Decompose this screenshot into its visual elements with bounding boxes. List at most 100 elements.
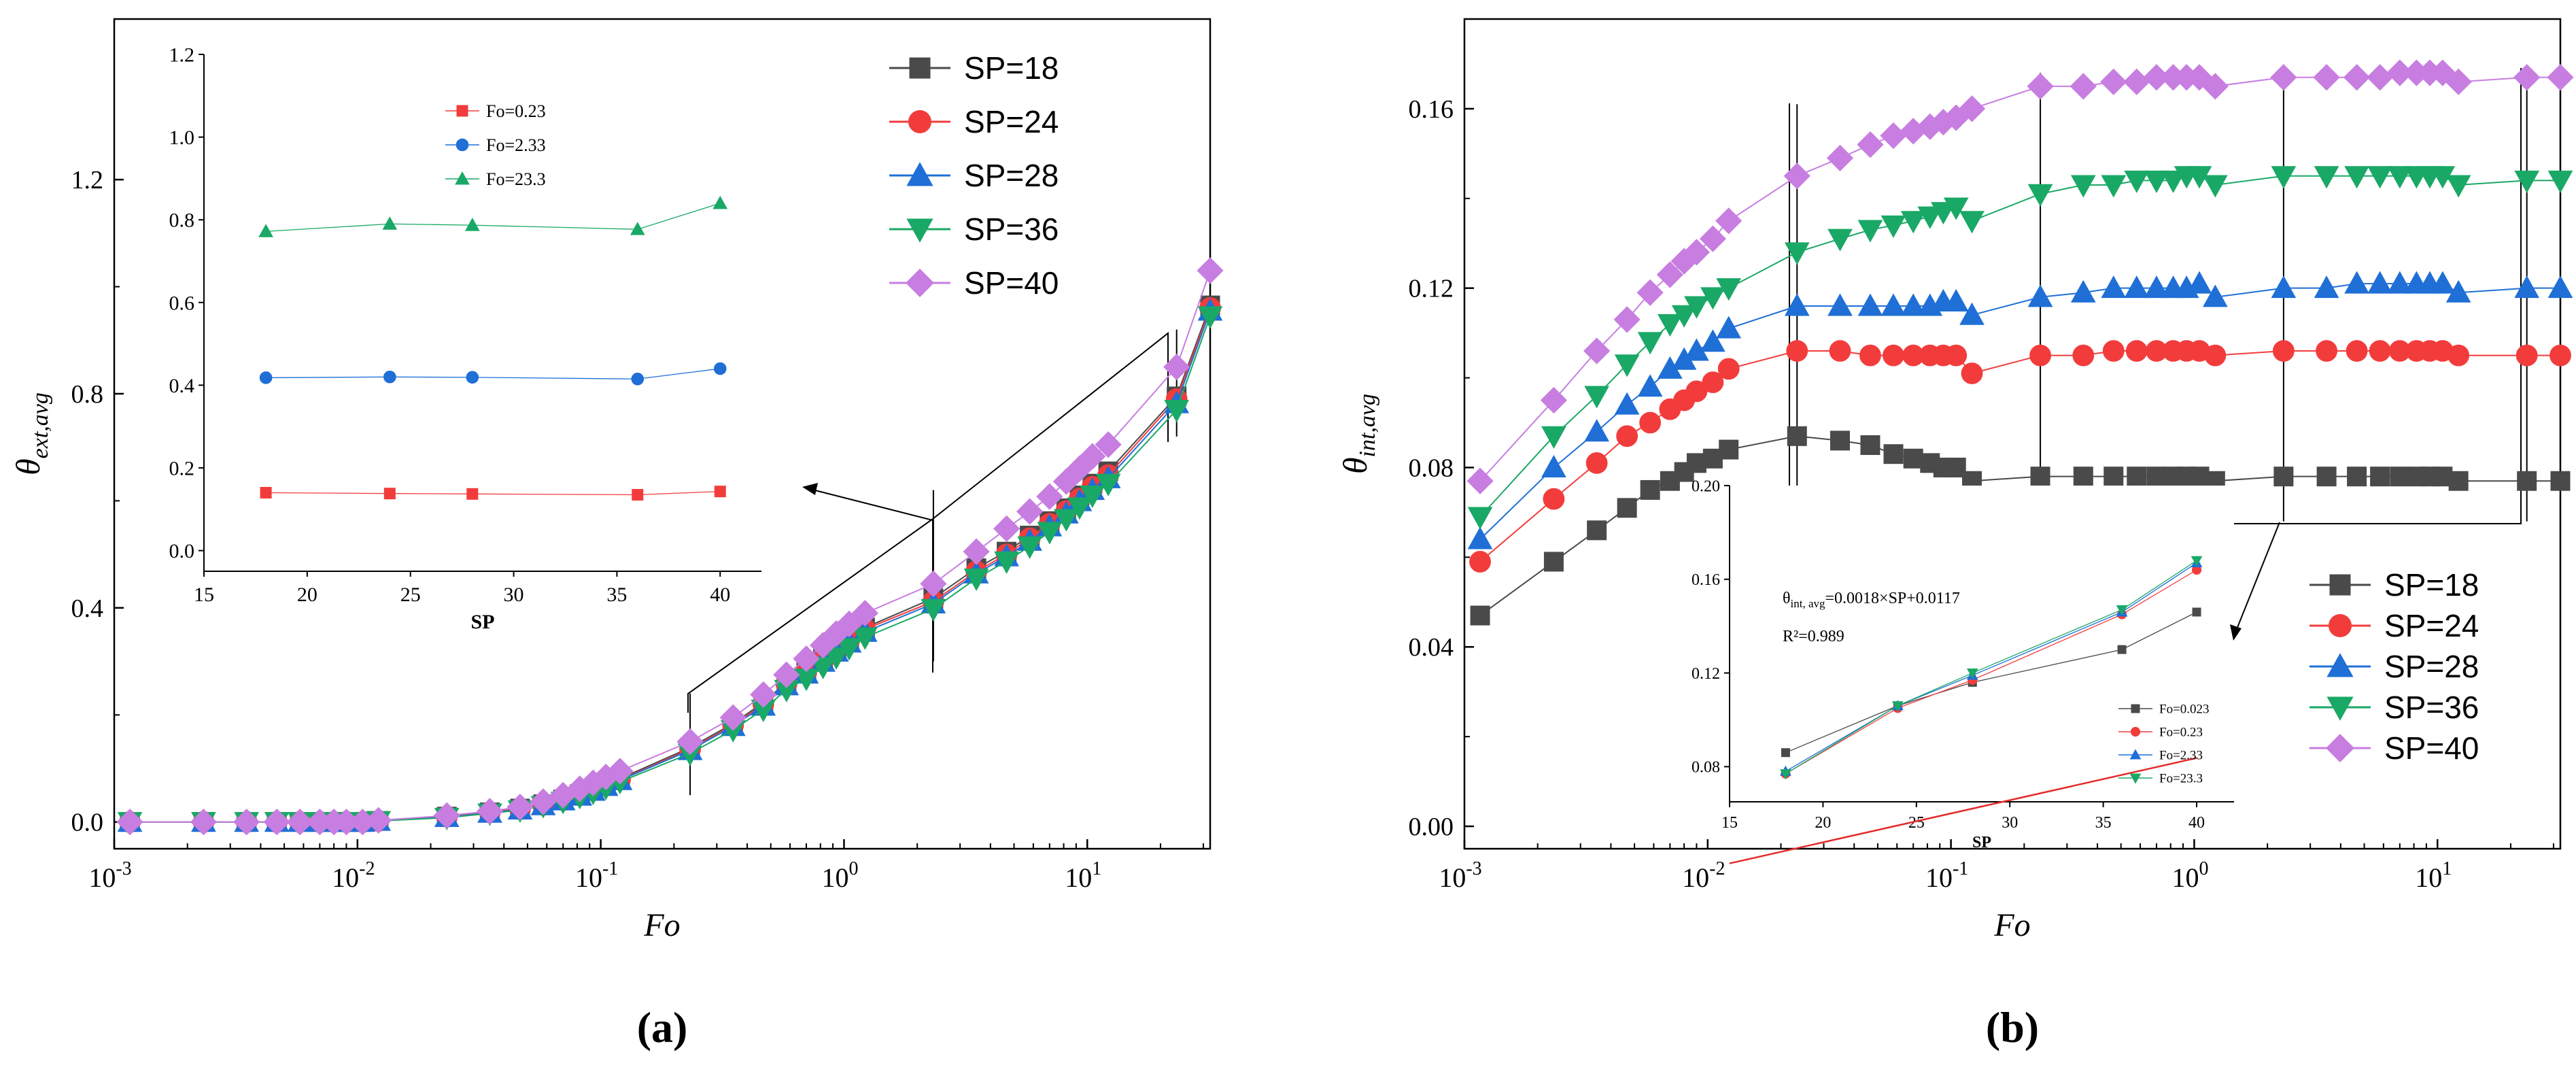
data-point bbox=[1717, 358, 1740, 380]
data-point bbox=[1900, 211, 1926, 234]
data-point bbox=[2547, 275, 2573, 299]
inset-data-point bbox=[1891, 701, 1904, 712]
data-point bbox=[2029, 344, 2051, 367]
x-axis-title: Fo bbox=[1993, 907, 2030, 943]
data-point bbox=[530, 788, 557, 815]
data-point bbox=[2102, 340, 2125, 362]
plot-frame bbox=[113, 18, 1212, 850]
inset-data-point bbox=[631, 372, 645, 386]
inset-x-tick-label: 15 bbox=[1721, 814, 1738, 832]
legend-marker bbox=[2329, 614, 2352, 637]
y-axis-title: θint,avg bbox=[1336, 394, 1380, 474]
data-point bbox=[1958, 95, 1986, 122]
data-point bbox=[2367, 271, 2392, 294]
inset-data-point bbox=[466, 488, 479, 500]
data-point bbox=[606, 758, 634, 785]
data-point bbox=[1197, 306, 1223, 329]
inset-data-point bbox=[464, 218, 480, 231]
data-point bbox=[823, 647, 849, 670]
inset-y-tick-label: 0.6 bbox=[169, 292, 195, 314]
inset-x-tick-label: 30 bbox=[2002, 814, 2018, 832]
legend-label: SP=40 bbox=[964, 265, 1059, 301]
data-point bbox=[2445, 280, 2471, 303]
legend-marker bbox=[908, 110, 931, 133]
data-point bbox=[2101, 275, 2127, 299]
data-point bbox=[1614, 354, 1640, 377]
inset-data-point bbox=[712, 195, 728, 209]
data-point bbox=[2272, 340, 2295, 362]
data-point bbox=[993, 515, 1020, 542]
data-point bbox=[1616, 425, 1638, 447]
y-tick-label: 1.2 bbox=[71, 166, 104, 195]
data-point bbox=[1719, 439, 1739, 460]
data-point bbox=[1095, 473, 1121, 496]
data-point bbox=[1016, 498, 1044, 525]
inset-data-point bbox=[258, 224, 273, 237]
y-tick-label: 0.04 bbox=[1409, 633, 1454, 662]
data-point bbox=[1880, 122, 1907, 150]
x-tick-label: 100 bbox=[2171, 858, 2208, 893]
data-point bbox=[1640, 479, 1660, 500]
data-point bbox=[1541, 454, 1566, 477]
inset-x-tick-label: 40 bbox=[710, 584, 730, 606]
legend-label: SP=28 bbox=[2384, 649, 2479, 684]
zoom-arrow bbox=[2236, 522, 2280, 630]
inset-x-axis-title: SP bbox=[470, 611, 494, 633]
y-tick-label: 0.8 bbox=[71, 380, 104, 409]
data-point bbox=[2547, 170, 2573, 193]
data-point bbox=[1037, 522, 1063, 545]
data-point bbox=[1700, 287, 1725, 310]
data-point bbox=[1036, 483, 1063, 510]
inset-data-point bbox=[1781, 748, 1790, 758]
inset-data-point bbox=[259, 371, 273, 384]
data-point bbox=[1636, 279, 1664, 306]
data-point bbox=[1613, 306, 1641, 333]
inset-fit-line bbox=[1729, 757, 2197, 864]
data-point bbox=[1466, 467, 1494, 494]
data-point bbox=[1784, 293, 1810, 316]
legend-marker bbox=[906, 162, 933, 186]
data-point bbox=[2123, 68, 2150, 95]
zoom-connector bbox=[687, 331, 1169, 713]
data-point bbox=[1859, 344, 1881, 367]
inset-legend-label: Fo=0.23 bbox=[486, 101, 546, 121]
inset-data-point bbox=[2191, 556, 2203, 567]
data-point bbox=[1917, 206, 1943, 229]
inset-data-point bbox=[2192, 607, 2201, 617]
data-point bbox=[1686, 453, 1706, 473]
data-point bbox=[1583, 337, 1611, 365]
data-point bbox=[1163, 354, 1190, 381]
inset-x-tick-label: 35 bbox=[606, 584, 627, 606]
data-point bbox=[2127, 467, 2147, 487]
inset-y-tick-label: 0.0 bbox=[169, 540, 195, 562]
data-point bbox=[1469, 551, 1491, 573]
legend-marker bbox=[2326, 734, 2354, 762]
data-point bbox=[2030, 467, 2050, 487]
y-tick-label: 0.4 bbox=[71, 594, 104, 623]
inset-y-tick-label: 0.16 bbox=[1691, 571, 1720, 589]
data-point bbox=[2448, 344, 2470, 367]
data-point bbox=[1700, 329, 1725, 352]
inset-y-tick-label: 0.8 bbox=[169, 209, 195, 232]
inset-x-tick-label: 35 bbox=[2095, 814, 2112, 832]
data-point bbox=[1671, 305, 1697, 328]
data-point bbox=[2343, 64, 2371, 91]
data-point bbox=[2124, 170, 2150, 193]
data-point bbox=[2514, 275, 2540, 299]
data-point bbox=[190, 809, 218, 836]
data-point bbox=[1585, 452, 1608, 474]
data-point bbox=[2370, 467, 2390, 487]
data-point bbox=[1716, 316, 1742, 339]
data-point bbox=[1639, 411, 1662, 434]
data-point bbox=[963, 569, 989, 592]
data-point bbox=[2316, 467, 2337, 487]
inset-x-tick-label: 30 bbox=[504, 584, 524, 606]
inset-x-tick-label: 25 bbox=[400, 584, 421, 606]
inset-legend-marker bbox=[2130, 726, 2141, 737]
legend-marker bbox=[906, 269, 934, 297]
data-point bbox=[1543, 552, 1564, 572]
data-point bbox=[2430, 271, 2456, 294]
data-point bbox=[1080, 486, 1105, 509]
inset-data-point bbox=[713, 362, 727, 375]
data-point bbox=[1826, 144, 1854, 172]
